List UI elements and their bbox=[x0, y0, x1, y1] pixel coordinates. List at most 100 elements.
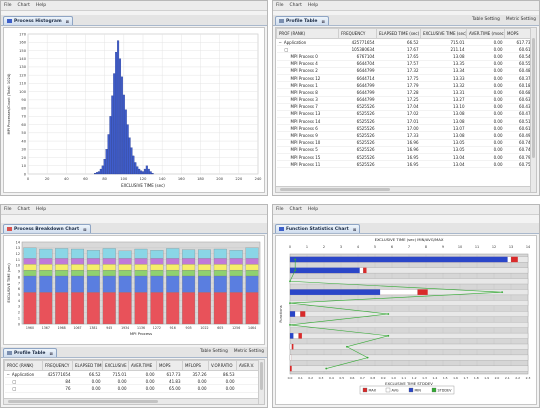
stacked-segment[interactable] bbox=[182, 269, 196, 277]
tree-toggle-icon[interactable]: □ bbox=[12, 385, 17, 391]
stddev-point[interactable] bbox=[325, 367, 328, 370]
column-header[interactable]: MFLOPS bbox=[182, 360, 209, 371]
stacked-segment[interactable] bbox=[134, 258, 148, 265]
stacked-segment[interactable] bbox=[182, 249, 196, 259]
stacked-segment[interactable] bbox=[102, 275, 116, 293]
stddev-point[interactable] bbox=[501, 291, 504, 294]
min-bar[interactable] bbox=[290, 267, 360, 274]
menu-chart[interactable]: Chart bbox=[289, 207, 302, 212]
stacked-segment[interactable] bbox=[166, 248, 180, 259]
menu-help[interactable]: Help bbox=[35, 207, 47, 212]
histogram-bar[interactable] bbox=[149, 171, 152, 175]
column-header[interactable]: PROC (RANK) bbox=[4, 360, 43, 371]
histogram-bar[interactable] bbox=[126, 124, 129, 175]
stacked-segment[interactable] bbox=[39, 292, 53, 325]
tree-toggle-icon[interactable]: □ bbox=[284, 46, 289, 52]
stddev-point[interactable] bbox=[387, 334, 390, 337]
scroll-thumb[interactable] bbox=[280, 188, 390, 191]
stacked-segment[interactable] bbox=[118, 275, 132, 293]
column-header[interactable]: AVER.TIME (msec) bbox=[466, 28, 505, 39]
column-header[interactable]: ELAPSED TIME bbox=[72, 360, 103, 371]
close-icon[interactable]: ⊠ bbox=[49, 350, 53, 356]
tab-function-statistics[interactable]: Function Statistics Chart ⊠ bbox=[275, 224, 361, 233]
column-header[interactable]: EXCLUSIVE TIME (sec) bbox=[420, 28, 467, 39]
table-row[interactable]: MPI Process 6 6525526 17.00 13.07 0.00 60.61 bbox=[276, 124, 533, 133]
column-header[interactable]: MOPS bbox=[504, 28, 533, 39]
tab-profile-table-small[interactable]: Profile Table ⊠ bbox=[3, 348, 57, 357]
stacked-segment[interactable] bbox=[39, 275, 53, 293]
histogram-bar[interactable] bbox=[97, 171, 100, 175]
stacked-segment[interactable] bbox=[150, 264, 164, 271]
stacked-segment[interactable] bbox=[23, 247, 37, 259]
stacked-segment[interactable] bbox=[150, 269, 164, 277]
menu-file[interactable]: File bbox=[4, 207, 12, 212]
stacked-segment[interactable] bbox=[102, 248, 116, 259]
stacked-segment[interactable] bbox=[55, 264, 69, 271]
stacked-segment[interactable] bbox=[102, 258, 116, 265]
table-row[interactable]: MPI Process 14 6525526 17.01 13.08 0.00 60.51 bbox=[276, 117, 533, 126]
stacked-segment[interactable] bbox=[150, 258, 164, 265]
stacked-segment[interactable] bbox=[197, 275, 211, 293]
histogram-bar[interactable] bbox=[136, 166, 139, 175]
stacked-segment[interactable] bbox=[134, 264, 148, 271]
stddev-point[interactable] bbox=[289, 302, 291, 304]
histogram-bar[interactable] bbox=[130, 147, 133, 175]
stacked-segment[interactable] bbox=[213, 248, 227, 259]
stddev-point[interactable] bbox=[346, 345, 348, 348]
stacked-segment[interactable] bbox=[86, 275, 100, 293]
stacked-segment[interactable] bbox=[150, 292, 164, 325]
stacked-segment[interactable] bbox=[229, 275, 243, 293]
stacked-segment[interactable] bbox=[71, 248, 85, 259]
close-icon[interactable]: ⊠ bbox=[321, 18, 325, 24]
histogram-bar[interactable] bbox=[140, 170, 143, 175]
stacked-segment[interactable] bbox=[182, 264, 196, 271]
stacked-segment[interactable] bbox=[71, 275, 85, 293]
menu-help[interactable]: Help bbox=[35, 3, 47, 8]
stacked-segment[interactable] bbox=[197, 264, 211, 271]
stddev-point[interactable] bbox=[289, 280, 291, 283]
column-header[interactable]: PROF (RANK) bbox=[276, 28, 339, 39]
stacked-segment[interactable] bbox=[23, 275, 37, 293]
vertical-scrollbar[interactable] bbox=[530, 28, 536, 192]
stacked-segment[interactable] bbox=[182, 275, 196, 293]
stacked-segment[interactable] bbox=[118, 264, 132, 271]
stacked-segment[interactable] bbox=[213, 264, 227, 271]
tree-toggle-icon[interactable]: − bbox=[6, 371, 10, 377]
stacked-segment[interactable] bbox=[213, 292, 227, 325]
tree-toggle-icon[interactable]: □ bbox=[12, 378, 17, 384]
stacked-segment[interactable] bbox=[86, 258, 100, 265]
table-row[interactable]: MPI Process 10 6525526 16.96 13.05 0.00 60.74 bbox=[276, 139, 533, 147]
metric-setting-button[interactable]: Metric Setting bbox=[505, 17, 536, 22]
stacked-segment[interactable] bbox=[55, 292, 69, 325]
histogram-bar[interactable] bbox=[118, 58, 122, 175]
table-row[interactable]: MPI Process 15 6525526 16.95 13.04 0.00 60.79 bbox=[276, 153, 533, 162]
stacked-segment[interactable] bbox=[118, 258, 132, 265]
column-header[interactable]: FREQUENCY bbox=[42, 360, 73, 371]
stacked-segment[interactable] bbox=[182, 292, 196, 325]
tab-process-breakdown[interactable]: Process Breakdown Chart ⊠ bbox=[3, 224, 91, 233]
stacked-segment[interactable] bbox=[55, 258, 69, 265]
vertical-scrollbar[interactable] bbox=[258, 360, 264, 404]
table-row[interactable]: □ 105380634 17.67 211.14 0.00 60.61 bbox=[276, 45, 533, 54]
stacked-segment[interactable] bbox=[229, 258, 243, 265]
stacked-segment[interactable] bbox=[245, 247, 259, 259]
histogram-bar[interactable] bbox=[103, 159, 106, 175]
stacked-segment[interactable] bbox=[245, 275, 259, 293]
menu-chart[interactable]: Chart bbox=[17, 207, 30, 212]
histogram-bar[interactable] bbox=[115, 51, 118, 175]
stacked-segment[interactable] bbox=[150, 275, 164, 293]
column-header[interactable]: EXCLUSIVE bbox=[102, 360, 129, 371]
stddev-point[interactable] bbox=[366, 356, 369, 359]
column-header[interactable]: FREQUENCY bbox=[338, 28, 377, 39]
table-row[interactable]: MPI Process 0 6767104 17.65 13.08 0.00 60.54 bbox=[276, 52, 533, 61]
table-row[interactable]: MPI Process 3 6644799 17.25 13.27 0.00 60.63 bbox=[276, 96, 533, 104]
menu-file[interactable]: File bbox=[276, 207, 284, 212]
horizontal-scrollbar[interactable] bbox=[276, 186, 530, 192]
stacked-segment[interactable] bbox=[213, 275, 227, 293]
table-row[interactable]: MPI Process 12 6644714 17.75 13.33 0.00 60.37 bbox=[276, 74, 533, 83]
table-row[interactable]: MPI Process 11 6525526 16.95 13.04 0.00 60.75 bbox=[276, 160, 533, 169]
avg-bar[interactable] bbox=[289, 343, 292, 350]
table-row[interactable]: MPI Process 5 6525526 16.96 13.05 0.00 60.74 bbox=[276, 146, 533, 155]
horizontal-scrollbar[interactable] bbox=[4, 398, 258, 404]
stacked-segment[interactable] bbox=[86, 264, 100, 271]
